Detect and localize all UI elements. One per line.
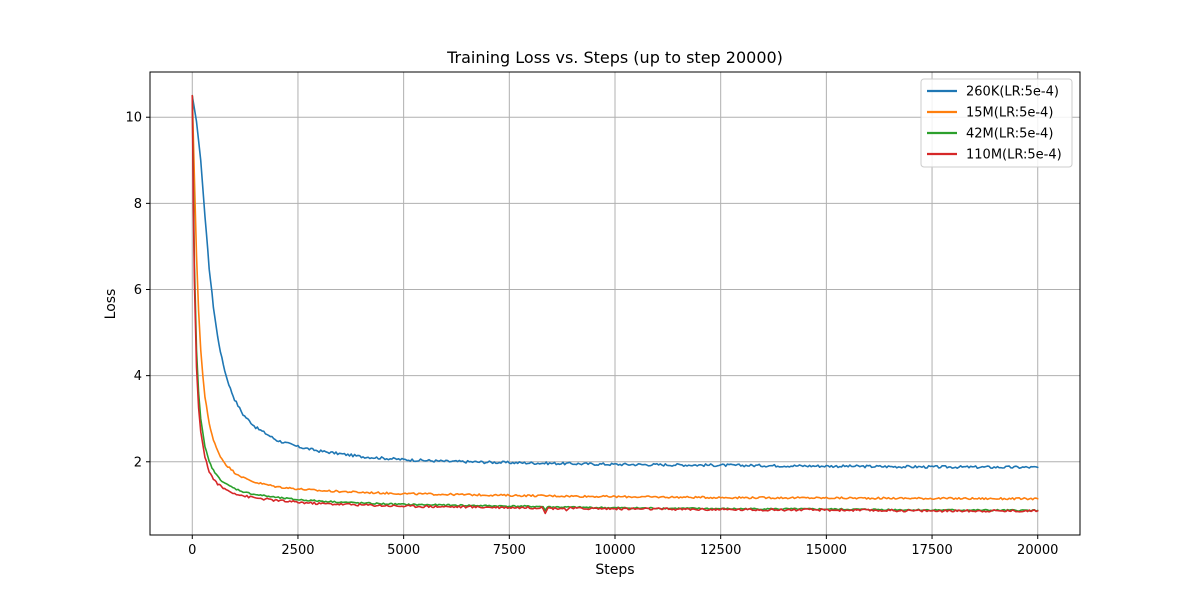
x-tick-label: 20000 <box>1017 543 1058 558</box>
series-line-110m <box>191 94 1039 515</box>
legend-entries: 260K(LR:5e-4) 15M(LR:5e-4) 42M(LR:5e-4) 110… <box>927 85 1062 163</box>
y-tick-label: 2 <box>134 455 142 470</box>
chart-title: Training Loss vs. Steps (up to step 2000… <box>446 48 783 67</box>
y-axis-ticks: 2 4 6 8 10 <box>125 111 150 470</box>
legend-label: 260K(LR:5e-4) <box>966 85 1059 100</box>
series-line-15m <box>191 94 1039 501</box>
y-tick-label: 4 <box>134 369 142 384</box>
x-axis-ticks: 0 2500 5000 7500 10000 12500 15000 17500 20000 <box>188 535 1058 558</box>
series-line-260k <box>191 94 1039 470</box>
x-tick-label: 17500 <box>911 543 952 558</box>
legend-label: 15M(LR:5e-4) <box>966 106 1053 121</box>
legend-label: 110M(LR:5e-4) <box>966 148 1062 163</box>
legend-label: 42M(LR:5e-4) <box>966 127 1053 142</box>
y-axis-label: Loss <box>103 289 119 320</box>
y-tick-label: 10 <box>125 111 142 126</box>
x-tick-label: 0 <box>188 543 196 558</box>
x-tick-label: 10000 <box>594 543 635 558</box>
grid-lines <box>150 72 1080 535</box>
y-tick-label: 8 <box>134 197 142 212</box>
series-lines <box>191 94 1039 515</box>
x-tick-label: 2500 <box>281 543 314 558</box>
legend-box <box>920 78 1073 168</box>
x-tick-label: 15000 <box>806 543 847 558</box>
series-line-42m <box>191 94 1039 512</box>
x-tick-label: 12500 <box>700 543 741 558</box>
y-tick-label: 6 <box>134 283 142 298</box>
x-tick-label: 7500 <box>493 543 526 558</box>
legend: 260K(LR:5e-4) 15M(LR:5e-4) 42M(LR:5e-4) 110… <box>920 78 1073 168</box>
x-axis-label: Steps <box>595 562 634 578</box>
x-tick-label: 5000 <box>387 543 420 558</box>
